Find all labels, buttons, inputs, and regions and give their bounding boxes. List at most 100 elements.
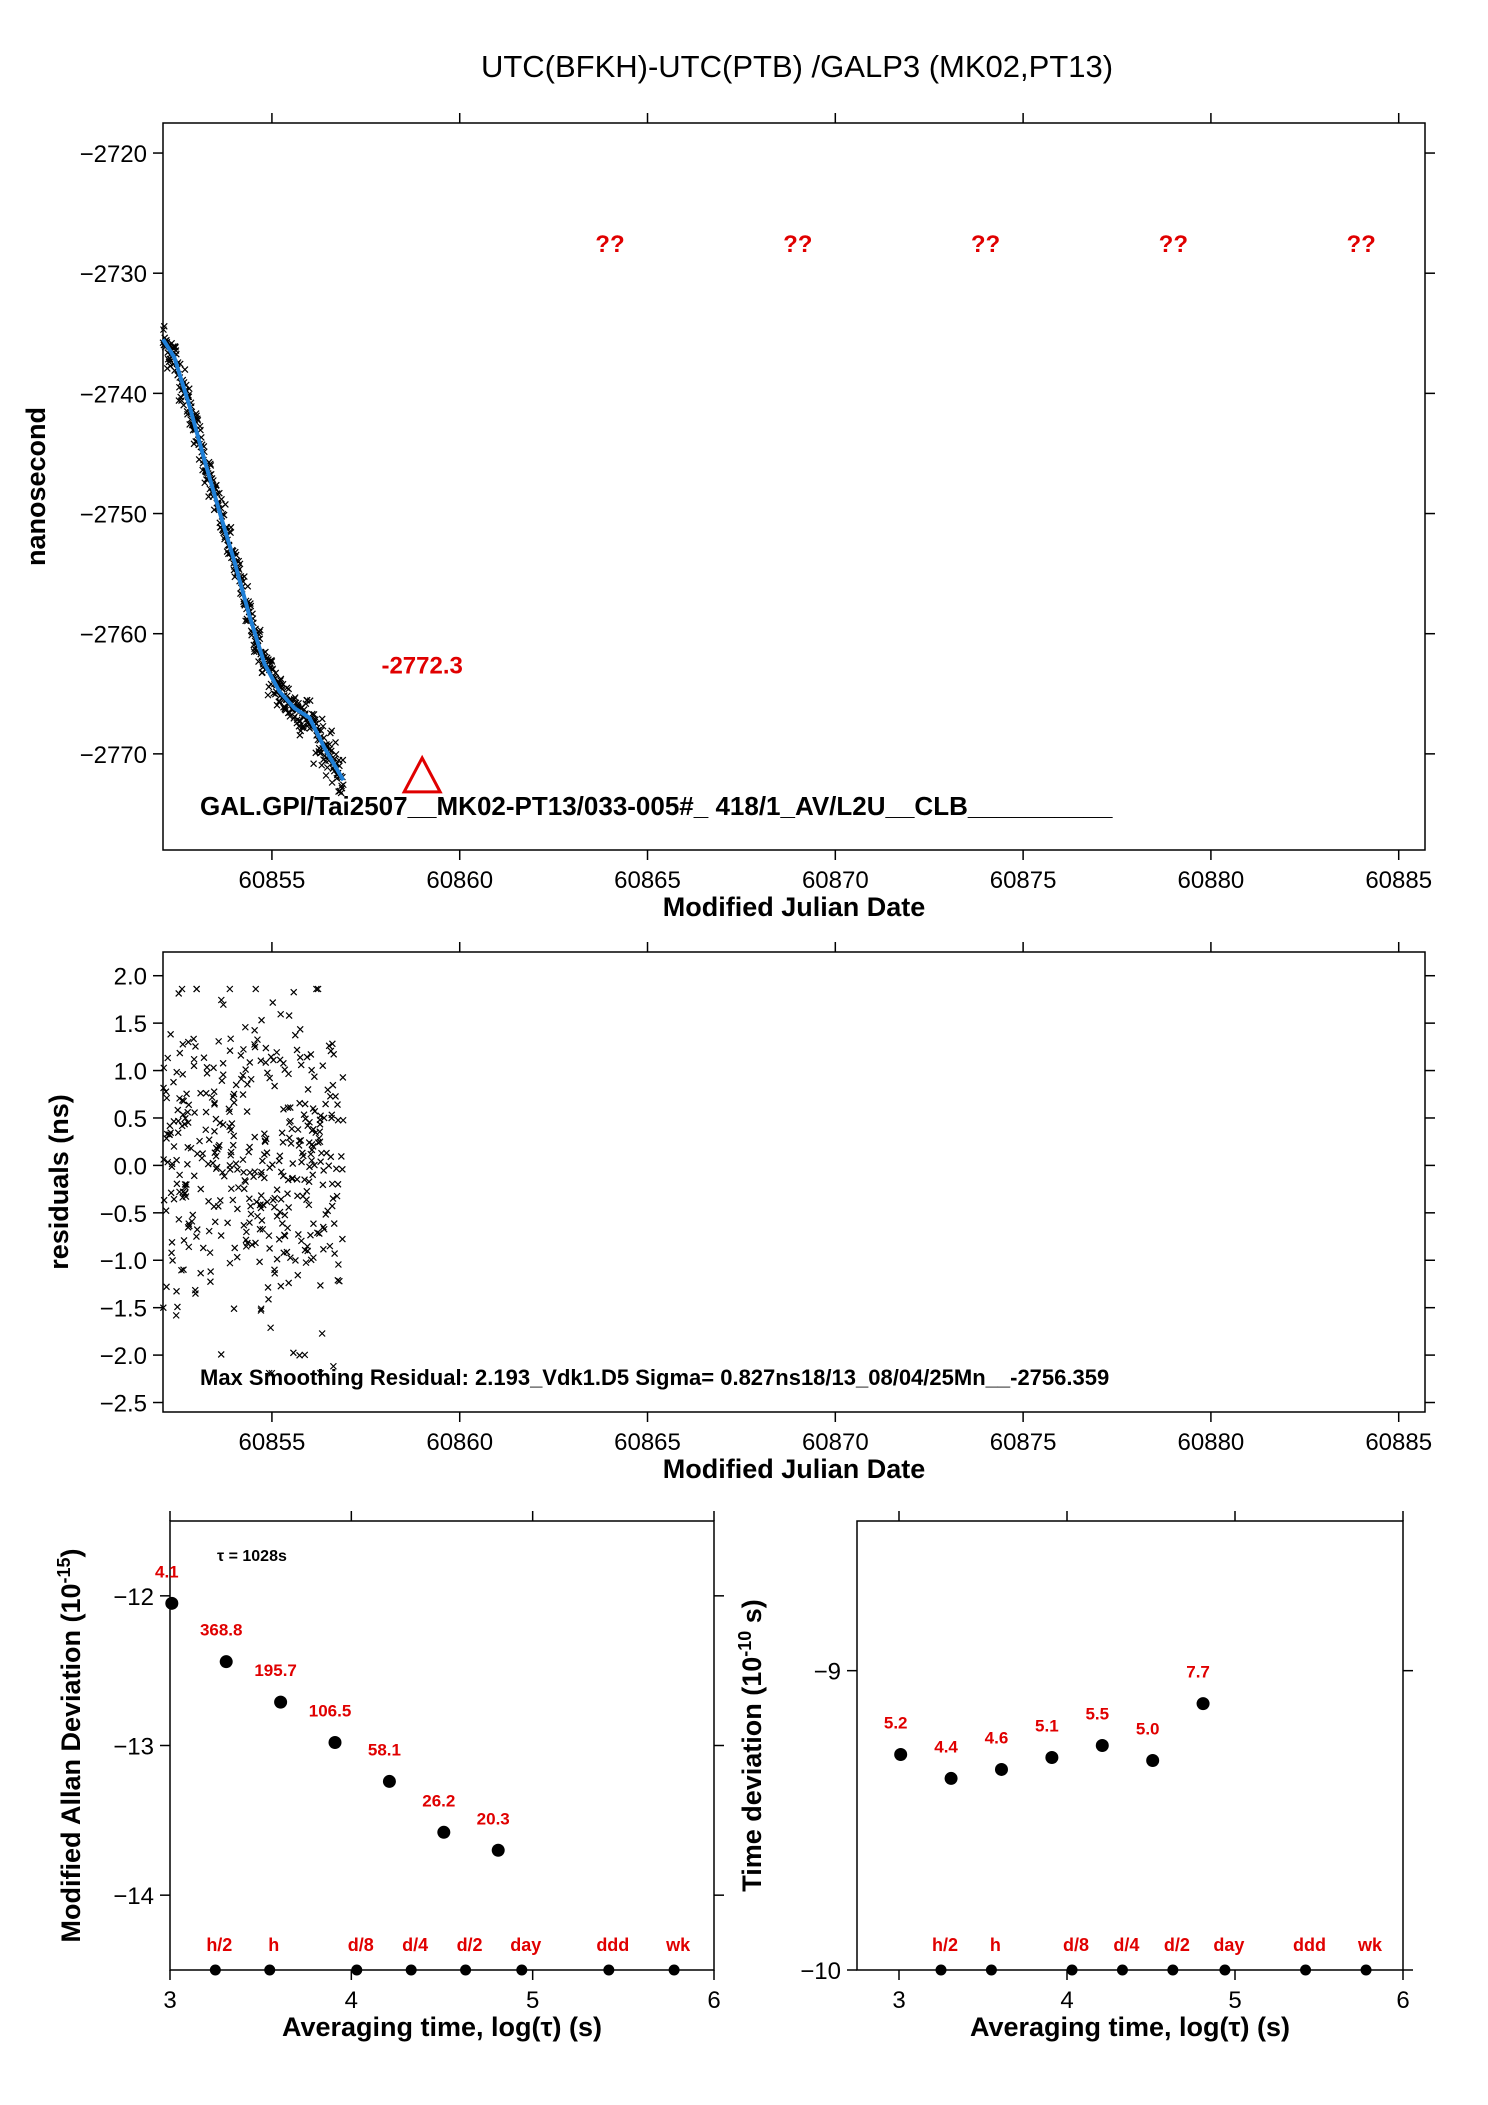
residual-point	[220, 1172, 228, 1180]
residual-point	[251, 1026, 259, 1034]
residual-point	[178, 1122, 186, 1130]
residual-point	[175, 1215, 183, 1223]
residual-point	[288, 1125, 296, 1133]
residual-point	[308, 1127, 316, 1134]
y-tick-label: −2.5	[100, 1391, 147, 1418]
residual-point	[325, 1042, 333, 1050]
residual-point	[273, 1255, 281, 1263]
residual-point	[179, 1040, 187, 1048]
residual-point	[293, 1176, 301, 1183]
residual-point	[160, 1084, 167, 1092]
residual-point	[168, 1160, 176, 1168]
residual-point	[293, 1046, 301, 1054]
x-axis-label: Averaging time, log(τ) (s)	[970, 2012, 1290, 2042]
residual-point	[193, 985, 201, 993]
residual-point	[259, 1225, 267, 1233]
residual-point	[207, 1268, 215, 1275]
residual-point	[332, 1093, 339, 1100]
y-tick-label: −1.5	[100, 1296, 147, 1323]
interval-marker-label: ddd	[596, 1935, 629, 1955]
residual-point	[271, 1269, 279, 1277]
data-point	[277, 675, 285, 683]
residual-point	[300, 1111, 308, 1119]
deviation-value-label: 106.5	[309, 1702, 352, 1721]
data-point	[227, 529, 234, 537]
residual-point	[260, 1130, 268, 1138]
residual-point	[246, 1143, 254, 1151]
x-tick-label: 3	[892, 1987, 905, 2014]
residual-point	[335, 1277, 343, 1285]
interval-marker-dot	[1219, 1964, 1231, 1976]
residual-point	[297, 1237, 305, 1245]
residual-point	[307, 1150, 315, 1158]
residual-point	[275, 1157, 283, 1165]
residual-point	[337, 1153, 345, 1160]
residual-point	[299, 1152, 307, 1160]
deviation-value-label: 5.5	[1085, 1705, 1109, 1724]
deviation-point	[165, 1596, 179, 1610]
residual-point	[169, 1257, 177, 1264]
residual-point	[212, 1165, 220, 1173]
residual-point	[230, 1132, 238, 1140]
y-axis-label: nanosecond	[21, 407, 51, 566]
residual-point	[265, 1232, 273, 1240]
y-axis-label-main: Modified Allan Deviation (10	[56, 1583, 86, 1942]
residual-point	[226, 1047, 234, 1055]
residual-point	[265, 1295, 272, 1303]
residual-point	[278, 1129, 286, 1137]
data-point	[207, 461, 215, 469]
residual-point	[284, 1224, 292, 1232]
residual-point	[200, 1054, 208, 1062]
data-point	[306, 697, 314, 705]
residual-point	[242, 1228, 250, 1236]
plot-annotation: Max Smoothing Residual: 2.193_Vdk1.D5 Si…	[200, 1365, 1109, 1390]
residual-point	[294, 1271, 302, 1279]
y-tick-label: −2760	[80, 622, 147, 649]
residual-point	[334, 1180, 342, 1188]
interval-marker-label: d/8	[1063, 1935, 1089, 1955]
residual-point	[269, 1056, 277, 1064]
residual-point	[309, 1171, 317, 1179]
residual-point	[305, 1201, 313, 1209]
residual-point	[160, 1196, 168, 1204]
residual-point	[191, 1286, 199, 1294]
residual-point	[193, 1226, 201, 1233]
y-tick-label: −2750	[80, 502, 147, 529]
residual-point	[173, 1180, 181, 1188]
residual-point	[256, 1225, 264, 1233]
deviation-point	[944, 1771, 958, 1785]
residual-point	[164, 1158, 172, 1166]
unknown-value-label: ??	[595, 231, 624, 258]
residual-point	[329, 1195, 337, 1202]
residual-point	[159, 1304, 167, 1312]
residual-point	[254, 1036, 261, 1044]
residual-point	[280, 1231, 288, 1239]
residual-point	[211, 1099, 219, 1107]
residual-point	[181, 1114, 189, 1122]
plot-frame	[856, 1520, 1404, 1971]
x-tick-label: 6	[1396, 1987, 1409, 2014]
plot-annotation: GAL.GPI/Tai2507__MK02-PT13/033-005#_ 418…	[200, 791, 1113, 821]
residual-point	[252, 985, 260, 993]
residual-point	[285, 1119, 293, 1126]
residual-point	[160, 1156, 168, 1163]
residual-point	[163, 1283, 170, 1291]
residual-point	[297, 1061, 305, 1069]
x-tick-label: 60875	[990, 1429, 1057, 1456]
plot-frame	[162, 122, 1426, 851]
residual-point	[338, 1165, 346, 1173]
residual-point	[191, 1109, 199, 1116]
residual-point	[320, 1167, 328, 1174]
residual-point	[184, 1119, 192, 1126]
residual-point	[174, 1106, 182, 1114]
interval-marker-label: day	[510, 1935, 541, 1955]
deviation-value-label: 4.6	[985, 1728, 1009, 1747]
residual-point	[167, 1189, 175, 1197]
residual-point	[234, 1166, 241, 1173]
residual-point	[205, 1227, 213, 1235]
residual-point	[312, 1129, 320, 1137]
tau-note: τ = 1028s	[217, 1548, 287, 1565]
data-point	[339, 756, 347, 764]
unknown-value-label: ??	[783, 231, 812, 258]
residual-point	[187, 1144, 195, 1152]
